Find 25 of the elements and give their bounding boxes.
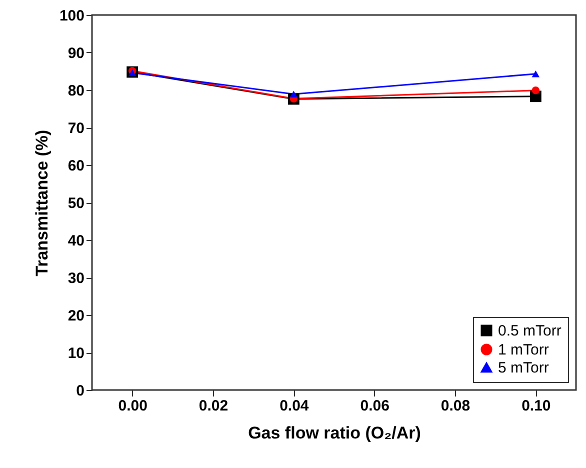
y-tick-label: 80: [68, 82, 84, 100]
x-axis-title: Gas flow ratio (O₂/Ar): [248, 424, 421, 442]
y-tick-label: 50: [68, 195, 84, 212]
legend-label: 1 mTorr: [498, 342, 549, 358]
x-tick-label: 0.08: [440, 398, 470, 414]
y-tick-label: 60: [68, 158, 84, 174]
x-tick-label: 0.06: [360, 398, 390, 414]
y-tick-label: 70: [68, 120, 84, 137]
y-tick-label: 10: [68, 345, 84, 362]
point: [532, 70, 540, 78]
point: [532, 86, 540, 94]
x-tick-label: 0.04: [280, 398, 310, 414]
y-tick-label: 90: [68, 45, 84, 62]
y-tick-label: 100: [59, 8, 84, 24]
y-tick-label: 0: [76, 382, 84, 400]
legend-label: 0.5 mTorr: [498, 322, 562, 340]
y-tick-label: 30: [68, 270, 84, 287]
y-tick-label: 40: [68, 232, 84, 250]
x-tick-label: 0.02: [198, 398, 228, 414]
y-axis-title: Transmittance (%): [32, 130, 52, 276]
x-tick-label: 0.00: [118, 398, 148, 414]
x-tick-label: 0.10: [522, 398, 551, 414]
point: [290, 90, 298, 98]
legend-label: 5 mTorr: [498, 360, 549, 376]
y-tick-label: 20: [68, 308, 84, 324]
